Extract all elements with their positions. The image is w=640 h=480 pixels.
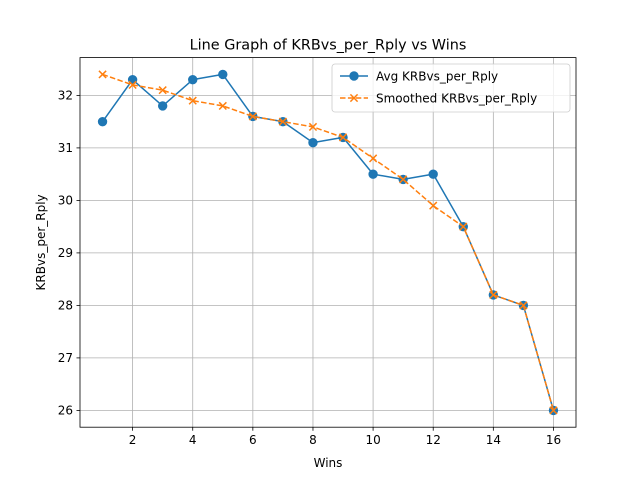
axis-ticks: 2 4 6 8 10 12 14 16 26 27 28 29 30 31 32 (58, 89, 561, 448)
series-2-point (278, 117, 288, 126)
chart-title: Line Graph of KRBvs_per_Rply vs Wins (190, 38, 467, 54)
series-1-point (368, 169, 378, 179)
series-2-point (549, 406, 558, 415)
series-2-point (489, 290, 498, 300)
y-tick-label: 32 (58, 89, 73, 103)
series-2-point (158, 86, 167, 95)
y-tick-label: 30 (58, 194, 73, 208)
series-1-point (308, 137, 318, 148)
series-2-point (459, 222, 468, 231)
y-tick-label: 29 (58, 246, 73, 260)
series-2-point (98, 70, 107, 79)
y-tick-label: 26 (58, 404, 73, 418)
x-tick-label: 14 (486, 433, 501, 447)
legend-label: Avg KRBvs_per_Rply (376, 69, 498, 83)
series-2-point (248, 112, 257, 121)
series-2-point (519, 301, 528, 310)
legend-box (331, 63, 571, 113)
legend-marker (349, 93, 359, 103)
series-2-point (188, 96, 197, 105)
y-axis-label: KRBvs_per_Rply (34, 194, 48, 290)
x-tick-label: 10 (365, 433, 380, 447)
series-2-point (308, 122, 318, 132)
series-1-point (97, 116, 108, 127)
series-1-point (218, 69, 228, 80)
y-tick-label: 28 (58, 299, 73, 313)
x-tick-label: 2 (129, 433, 137, 447)
series-2-point (368, 154, 378, 163)
series-1-point (428, 169, 438, 179)
series-2-point (218, 101, 227, 111)
x-tick-label: 6 (249, 433, 257, 447)
series-1-point (188, 74, 198, 85)
series-2-point (429, 201, 438, 210)
x-tick-label: 8 (309, 433, 317, 447)
x-axis-label: Wins (314, 456, 343, 470)
legend-marker (349, 71, 359, 81)
series-group (97, 69, 559, 416)
y-tick-label: 31 (58, 141, 73, 155)
legend-label: Smoothed KRBvs_per_Rply (376, 91, 537, 105)
series-2-point (128, 80, 137, 90)
x-tick-label: 12 (426, 433, 441, 447)
series-1-point (157, 101, 168, 111)
series-2 (98, 70, 558, 415)
series-2-point (338, 133, 348, 142)
series-2-point (399, 175, 408, 184)
plot-area (79, 57, 577, 428)
y-tick-label: 27 (58, 351, 73, 365)
legend: Avg KRBvs_per_Rply Smoothed KRBvs_per_Rpl… (331, 63, 571, 113)
series-2-line (102, 73, 555, 411)
x-tick-label: 16 (546, 433, 561, 447)
x-tick-label: 4 (189, 433, 197, 447)
